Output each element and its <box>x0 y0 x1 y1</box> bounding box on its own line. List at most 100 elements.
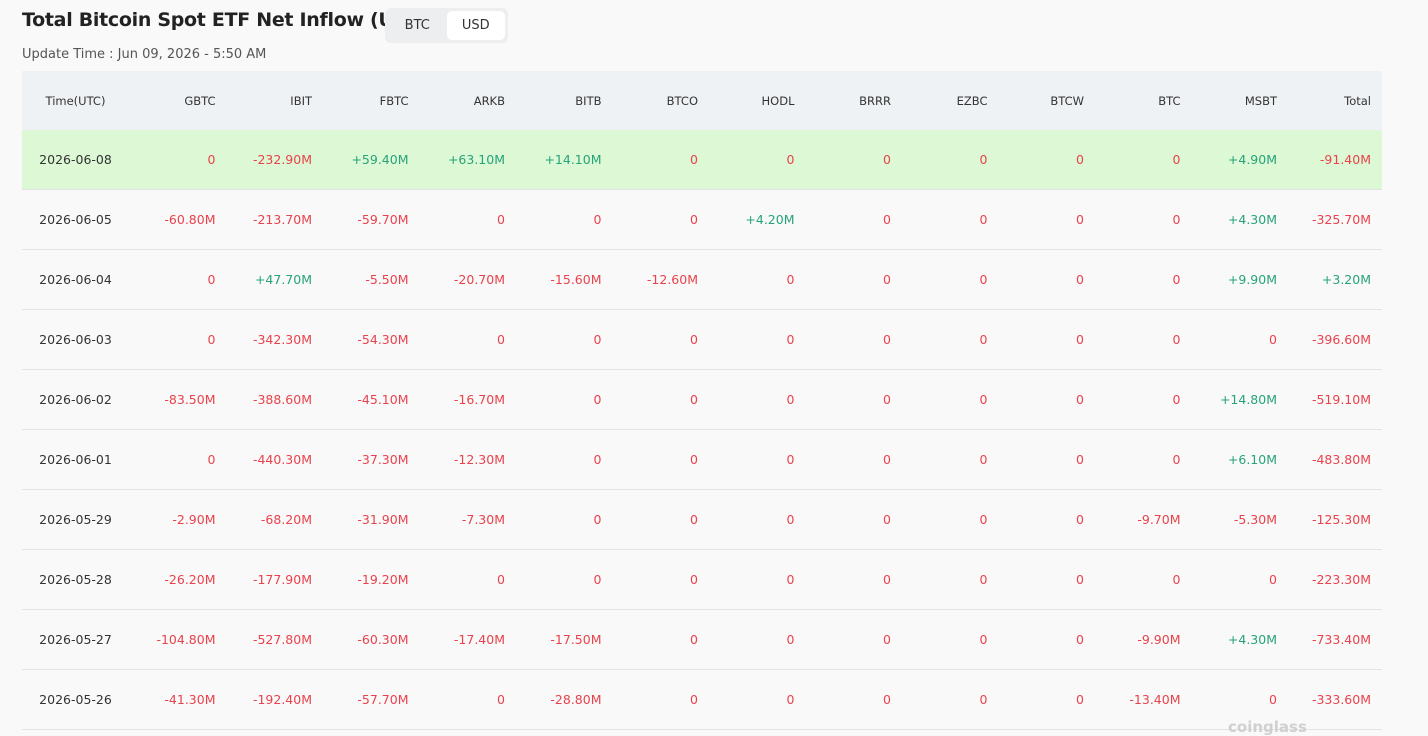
date-cell: 2026-06-08 <box>22 130 129 190</box>
flow-cell: 0 <box>611 609 708 670</box>
flow-cell: 0 <box>997 369 1094 430</box>
column-header: ARKB <box>418 71 515 130</box>
toggle-usd[interactable]: USD <box>446 11 505 40</box>
table-row: 2026-05-29 -2.90M -68.20M -31.90M -7.30M 0 0 0 0… <box>22 489 1382 550</box>
flow-cell: -519.10M <box>1287 369 1382 430</box>
flow-cell: 0 <box>1094 429 1191 490</box>
table-row: 2026-05-26 -41.30M -192.40M -57.70M 0 -28.80M… <box>22 669 1382 730</box>
flow-cell: -59.70M <box>322 189 419 250</box>
flow-cell: 0 <box>129 429 226 490</box>
flow-cell: 0 <box>515 189 612 250</box>
date-cell: 2026-05-27 <box>22 609 129 670</box>
table-row: 2026-06-03 0 -342.30M -54.30M 0 0 0 0 0 0 0 0 0 -396.… <box>22 309 1382 370</box>
flow-cell: -45.10M <box>322 369 419 430</box>
flow-cell: -5.50M <box>322 249 419 310</box>
flow-cell: 0 <box>418 309 515 370</box>
flow-cell: 0 <box>804 489 901 550</box>
flow-cell: -28.80M <box>515 669 612 730</box>
header-row: Time(UTC) GBTC IBIT FBTC ARKB BITB BTCO HODL BRR… <box>22 71 1382 130</box>
flow-cell: 0 <box>708 669 805 730</box>
flow-cell: 0 <box>1094 369 1191 430</box>
date-cell: 2026-06-03 <box>22 309 129 370</box>
column-header: GBTC <box>129 71 226 130</box>
flow-cell: 0 <box>997 549 1094 610</box>
flow-cell: 0 <box>997 189 1094 250</box>
flow-cell: 0 <box>804 549 901 610</box>
flow-cell: 0 <box>901 669 998 730</box>
flow-cell: -60.80M <box>129 189 226 250</box>
flow-cell: -325.70M <box>1287 189 1382 250</box>
flow-cell: 0 <box>804 669 901 730</box>
toggle-btc[interactable]: BTC <box>404 18 430 33</box>
date-cell: 2026-06-01 <box>22 429 129 490</box>
flow-cell: 0 <box>418 669 515 730</box>
flow-cell: 0 <box>997 609 1094 670</box>
flow-cell: 0 <box>1094 130 1191 190</box>
column-header: BITB <box>515 71 612 130</box>
flow-cell: -37.30M <box>322 429 419 490</box>
flow-cell: 0 <box>515 309 612 370</box>
flow-cell: 0 <box>1190 309 1287 370</box>
flow-cell: -91.40M <box>1287 130 1382 190</box>
flow-cell: +3.20M <box>1287 249 1382 310</box>
flow-cell: 0 <box>901 249 998 310</box>
flow-cell: -5.30M <box>1190 489 1287 550</box>
flow-cell: -192.40M <box>225 669 322 730</box>
update-time: Update Time : Jun 09, 2026 - 5:50 AM <box>22 47 267 62</box>
date-cell: 2026-05-26 <box>22 669 129 730</box>
flow-cell: -177.90M <box>225 549 322 610</box>
flow-cell: 0 <box>611 489 708 550</box>
flow-cell: 0 <box>1094 189 1191 250</box>
flow-cell: 0 <box>901 549 998 610</box>
flow-cell: 0 <box>611 549 708 610</box>
flow-cell: 0 <box>418 549 515 610</box>
flow-cell: 0 <box>1094 549 1191 610</box>
flow-cell: 0 <box>611 189 708 250</box>
flow-cell: 0 <box>708 369 805 430</box>
flow-cell: 0 <box>708 130 805 190</box>
flow-cell: -17.40M <box>418 609 515 670</box>
table-row: 2026-06-05 -60.80M -213.70M -59.70M 0 0 0 +4.20… <box>22 189 1382 250</box>
flow-cell: -232.90M <box>225 130 322 190</box>
flow-cell: -213.70M <box>225 189 322 250</box>
flow-cell: -104.80M <box>129 609 226 670</box>
column-header: BTCO <box>611 71 708 130</box>
flow-cell: 0 <box>1094 309 1191 370</box>
flow-cell: -223.30M <box>1287 549 1382 610</box>
flow-cell: +14.10M <box>515 130 612 190</box>
column-header: BTCW <box>997 71 1094 130</box>
flow-cell: -17.50M <box>515 609 612 670</box>
flow-cell: 0 <box>515 369 612 430</box>
flow-cell: +14.80M <box>1190 369 1287 430</box>
flow-cell: -20.70M <box>418 249 515 310</box>
date-cell: 2026-05-28 <box>22 549 129 610</box>
flow-cell: 0 <box>1094 249 1191 310</box>
flow-cell: 0 <box>708 489 805 550</box>
flow-cell: 0 <box>997 309 1094 370</box>
flow-cell: 0 <box>611 669 708 730</box>
flow-cell: 0 <box>708 309 805 370</box>
flow-cell: 0 <box>901 609 998 670</box>
column-header: FBTC <box>322 71 419 130</box>
flow-cell: 0 <box>708 609 805 670</box>
flow-cell: -83.50M <box>129 369 226 430</box>
flow-cell: -41.30M <box>129 669 226 730</box>
flow-cell: 0 <box>901 489 998 550</box>
flow-cell: +4.90M <box>1190 130 1287 190</box>
column-header: HODL <box>708 71 805 130</box>
flow-cell: 0 <box>515 549 612 610</box>
flow-cell: -7.30M <box>418 489 515 550</box>
flow-cell: -388.60M <box>225 369 322 430</box>
table-row: 2026-06-02 -83.50M -388.60M -45.10M -16.70M 0… <box>22 369 1382 430</box>
flow-cell: 0 <box>804 609 901 670</box>
column-header: BTC <box>1094 71 1191 130</box>
flow-cell: 0 <box>804 130 901 190</box>
flow-cell: 0 <box>129 130 226 190</box>
date-cell: 2026-05-29 <box>22 489 129 550</box>
table-row: 2026-06-04 0 +47.70M -5.50M -20.70M -15.60M -1… <box>22 249 1382 310</box>
date-cell: 2026-06-02 <box>22 369 129 430</box>
column-header: BRRR <box>804 71 901 130</box>
flow-cell: 0 <box>997 669 1094 730</box>
column-header: MSBT <box>1190 71 1287 130</box>
flow-cell: -19.20M <box>322 549 419 610</box>
